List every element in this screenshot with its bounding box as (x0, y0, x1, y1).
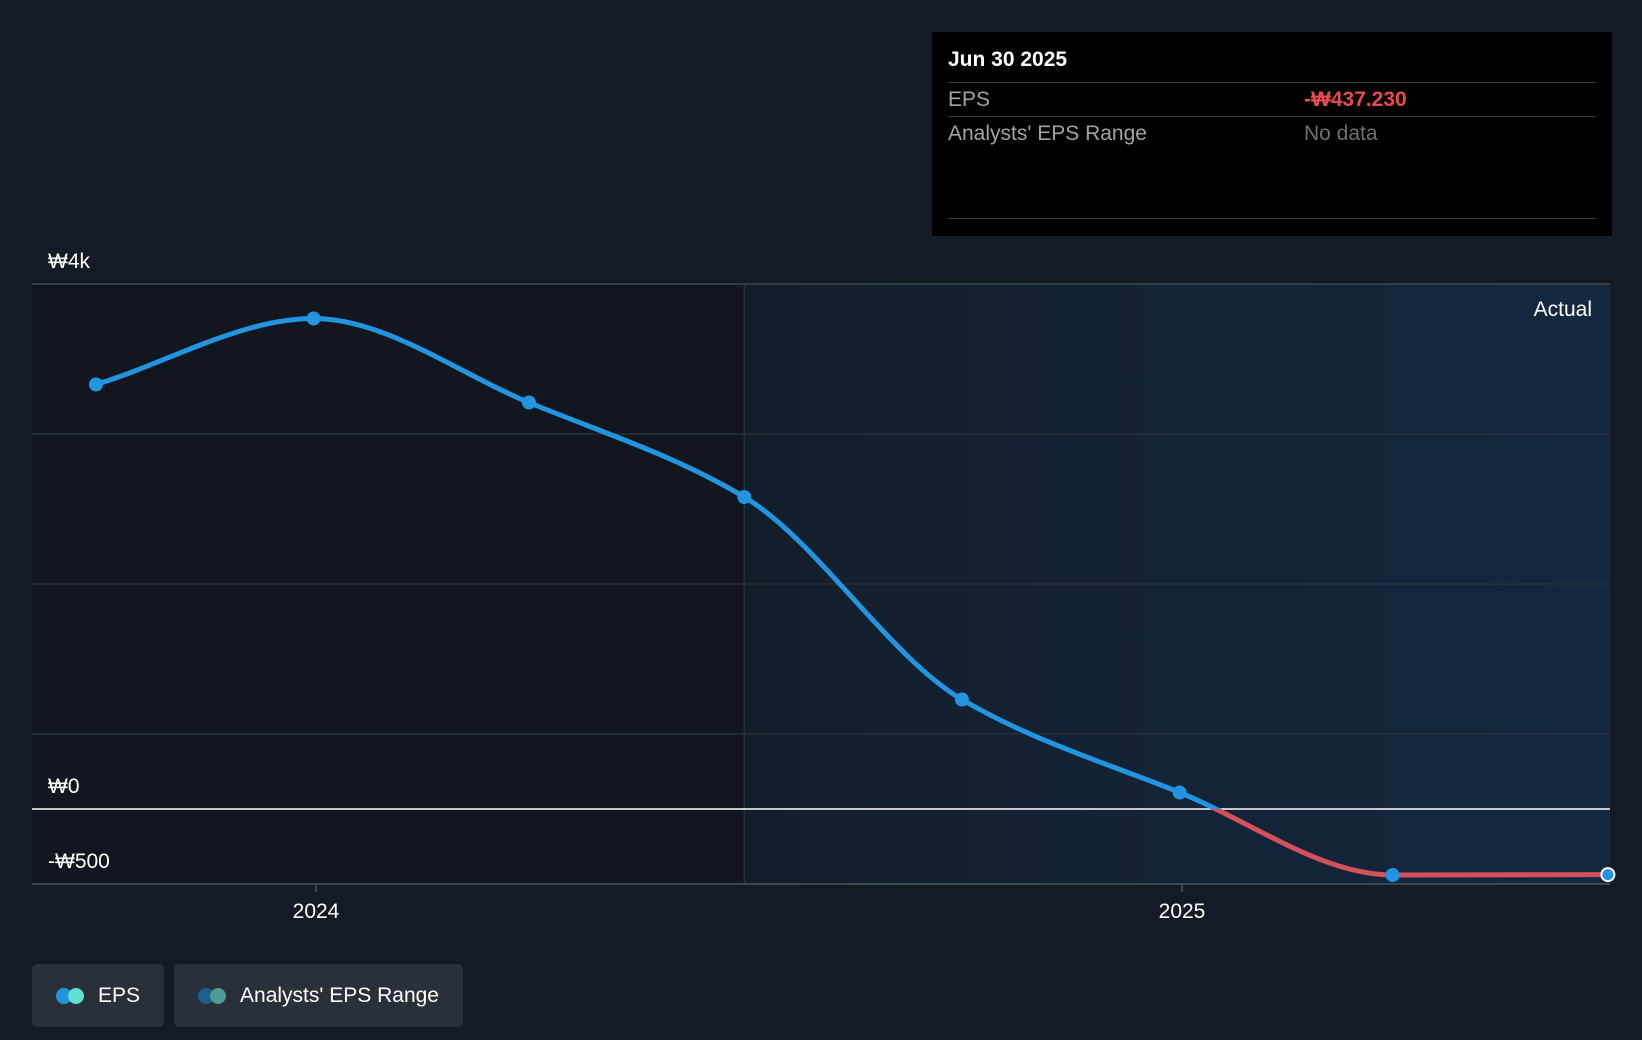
eps-point (737, 490, 752, 504)
tooltip-divider (948, 218, 1596, 219)
eps-series (93, 315, 1611, 878)
eps-point (1600, 867, 1616, 883)
tooltip-eps-value: -₩437.230 (1304, 88, 1407, 111)
x-axis-labels: 2024 2025 (293, 884, 1206, 923)
eps-points (88, 311, 1616, 883)
tooltip-range-label: Analysts' EPS Range (948, 122, 1147, 145)
eps-point (1385, 868, 1400, 882)
eps-line-negative (1210, 809, 1611, 878)
eps-point (88, 377, 103, 392)
eps-point (1172, 785, 1187, 800)
y-tick-label: ₩0 (48, 775, 80, 798)
tooltip-range-value: No data (1304, 122, 1378, 145)
eps-point (306, 311, 321, 326)
eps-dot-secondary (68, 987, 84, 1004)
tooltip-date: Jun 30 2025 (948, 48, 1068, 71)
range-dot-secondary (210, 987, 227, 1004)
tooltip-eps-row: EPS -₩437.230 (948, 82, 1596, 116)
eps-tooltip: Jun 30 2025 EPS -₩437.230 Analysts' EPS … (932, 32, 1612, 236)
legend-label-analysts-range: Analysts' EPS Range (240, 983, 439, 1007)
gridlines (32, 283, 1610, 885)
actual-label: Actual (1534, 298, 1592, 321)
tooltip-eps-label: EPS (948, 88, 991, 111)
y-tick-label: ₩4k (48, 250, 91, 273)
legend-label-eps: EPS (98, 983, 141, 1007)
eps-point (954, 692, 969, 707)
legend-item-eps[interactable]: EPS (32, 964, 165, 1027)
y-axis-labels: ₩4k ₩0 -₩500 (48, 250, 110, 873)
legend-item-analysts-range[interactable]: Analysts' EPS Range (174, 964, 463, 1027)
chart-legend: EPS Analysts' EPS Range (32, 964, 463, 1027)
tooltip-range-row: Analysts' EPS Range No data (948, 116, 1596, 150)
eps-legend-icon (56, 987, 86, 1004)
eps-point (521, 395, 536, 410)
y-tick-label: -₩500 (48, 850, 110, 873)
eps-line-positive (93, 315, 1222, 809)
x-tick-label: 2025 (1159, 900, 1206, 923)
range-legend-icon (198, 987, 228, 1004)
x-tick-label: 2024 (293, 900, 340, 923)
